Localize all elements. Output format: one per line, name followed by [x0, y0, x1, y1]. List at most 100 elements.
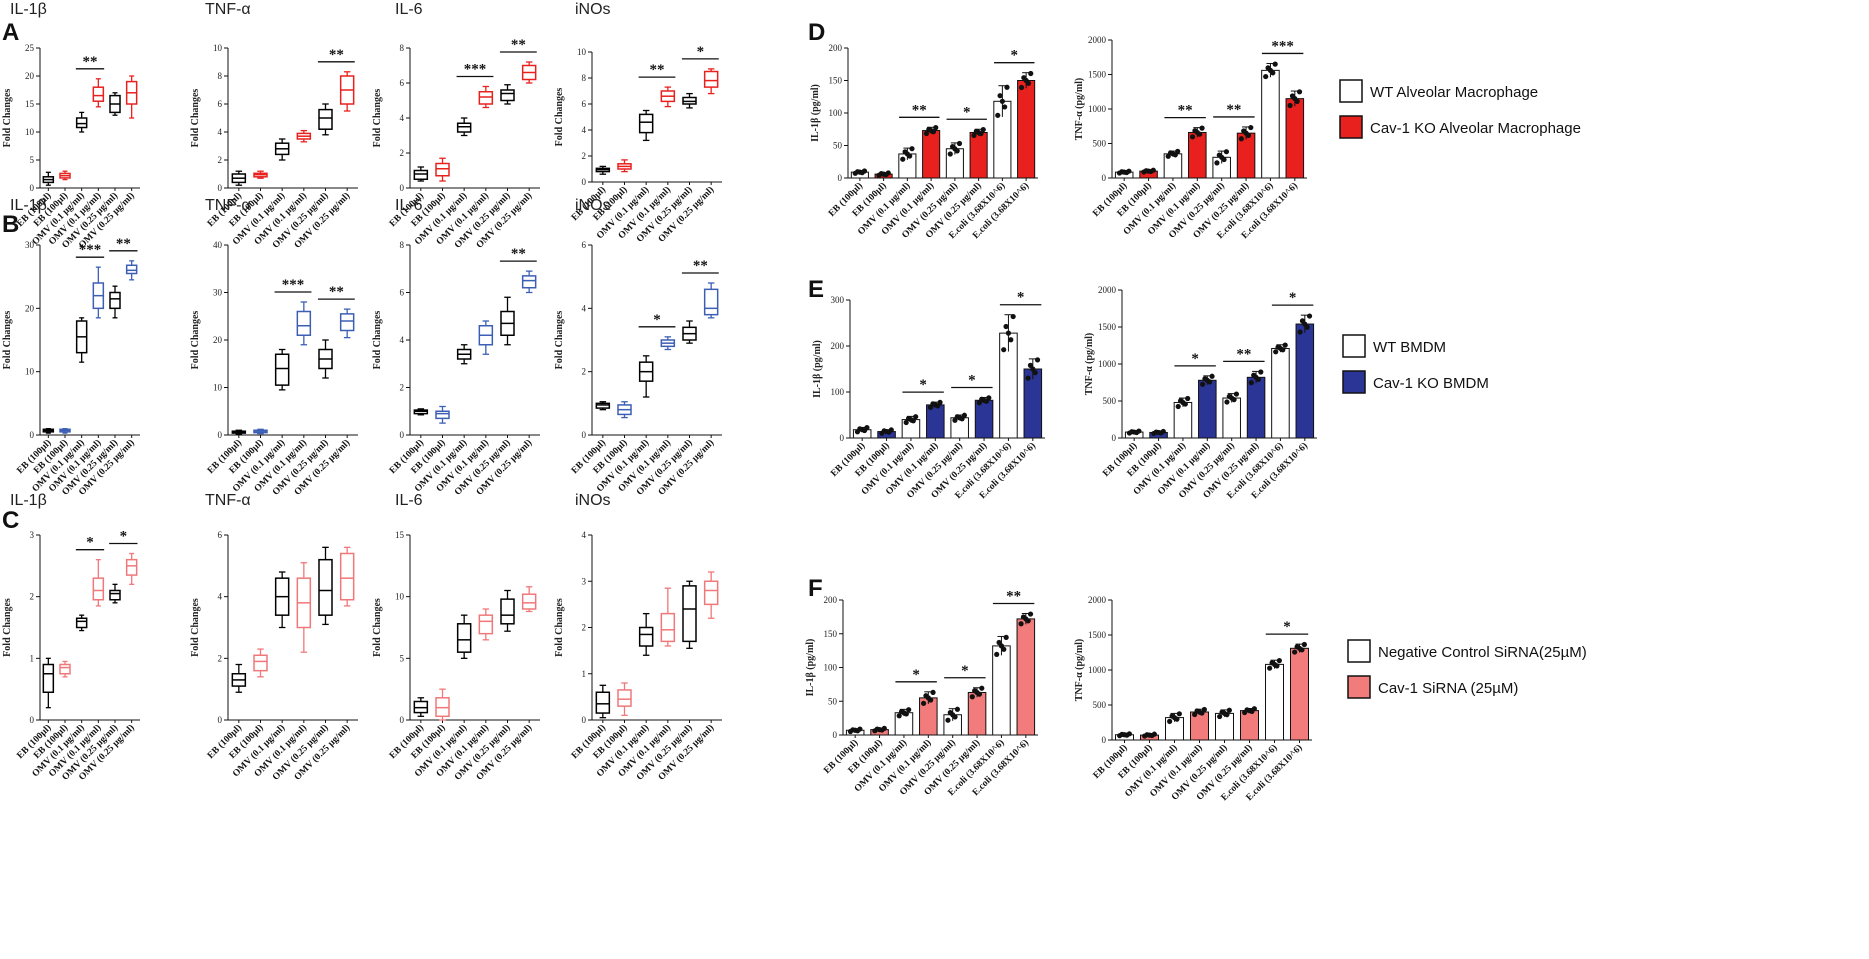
y-tick-label: 6 — [582, 240, 587, 250]
y-tick-label: 1000 — [1088, 665, 1107, 675]
replicate-dot — [1182, 401, 1188, 407]
replicate-dot — [1296, 89, 1303, 95]
y-tick-label: 2 — [582, 367, 587, 377]
replicate-dot — [1018, 84, 1025, 91]
chart-title: TNF-α — [205, 197, 251, 214]
replicate-dot — [1175, 403, 1181, 410]
significance-label: ** — [912, 102, 927, 118]
replicate-dot — [1174, 716, 1180, 722]
significance-label: ** — [116, 236, 131, 252]
replicate-dot — [1267, 665, 1273, 671]
replicate-dot — [995, 112, 1001, 118]
replicate-dot — [1214, 160, 1220, 166]
bar — [1240, 710, 1259, 741]
y-axis-label: Fold Changes — [554, 311, 565, 370]
y-tick-label: 2 — [400, 383, 405, 393]
box-iqr — [638, 113, 654, 134]
replicate-dot — [961, 412, 968, 418]
legend-swatch — [1347, 675, 1371, 699]
box-iqr — [75, 117, 88, 129]
y-tick-label: 0 — [1112, 433, 1117, 443]
chart-title: iNOs — [575, 492, 611, 509]
bar — [1016, 618, 1036, 736]
y-axis-label: Fold Changes — [2, 311, 13, 370]
replicate-dot — [864, 425, 870, 431]
box-iqr — [274, 353, 290, 386]
bar — [1261, 69, 1280, 179]
replicate-dot — [907, 153, 913, 159]
box-iqr — [253, 654, 268, 672]
replicate-dot — [930, 129, 937, 135]
replicate-dot — [903, 419, 909, 426]
box-iqr — [92, 86, 105, 102]
y-tick-label: 100 — [824, 663, 838, 673]
significance-label: ** — [650, 62, 665, 78]
replicate-dot — [923, 130, 930, 137]
y-tick-label: 0 — [840, 433, 845, 443]
y-axis-label: TNF-α (pg/ml) — [1074, 639, 1085, 702]
y-tick-label: 8 — [218, 71, 223, 81]
replicate-dot — [978, 131, 984, 137]
replicate-dot — [994, 651, 1000, 658]
replicate-dot — [1003, 323, 1009, 330]
y-tick-label: 20 — [25, 71, 35, 81]
legend-label: Cav-1 KO BMDM — [1373, 375, 1489, 392]
y-tick-label: 10 — [395, 592, 405, 602]
y-tick-label: 2000 — [1098, 285, 1117, 295]
replicate-dot — [1231, 397, 1237, 403]
replicate-dot — [954, 148, 960, 154]
panel-letter-A: A — [2, 19, 19, 46]
box-iqr — [92, 577, 105, 601]
replicate-dot — [1001, 347, 1007, 353]
replicate-dot — [896, 713, 902, 719]
replicate-dot — [1018, 621, 1024, 627]
legend-swatch — [1342, 370, 1366, 394]
replicate-dot — [1301, 641, 1307, 648]
box-iqr — [478, 614, 494, 635]
replicate-dot — [976, 691, 983, 697]
y-tick-label: 1500 — [1088, 70, 1107, 80]
bar — [1285, 98, 1305, 179]
legend-label: Cav-1 KO Alveolar Macrophage — [1370, 120, 1581, 137]
y-tick-label: 200 — [824, 595, 838, 605]
replicate-dot — [1292, 649, 1298, 655]
y-tick-label: 20 — [25, 303, 35, 313]
y-axis-label: IL-1β (pg/ml) — [805, 639, 816, 697]
y-axis-label: Fold Changes — [2, 89, 13, 148]
replicate-dot — [1221, 156, 1227, 163]
replicate-dot — [1008, 337, 1014, 343]
chart-title: IL-1β — [10, 1, 47, 18]
y-tick-label: 0 — [30, 183, 35, 193]
y-axis-label: TNF-α (pg/ml) — [1074, 78, 1085, 141]
replicate-dot — [1126, 731, 1132, 737]
y-tick-label: 5 — [30, 155, 35, 165]
replicate-dot — [1272, 61, 1278, 67]
box-iqr — [456, 623, 472, 653]
replicate-dot — [1255, 376, 1262, 383]
box-iqr — [125, 558, 138, 576]
replicate-dot — [1126, 168, 1132, 174]
y-tick-label: 0 — [582, 715, 587, 725]
significance-label: * — [912, 667, 920, 683]
replicate-dot — [1274, 663, 1280, 669]
replicate-dot — [971, 132, 977, 139]
legend-swatch — [1347, 639, 1371, 663]
replicate-dot — [1276, 658, 1282, 664]
significance-label: ** — [329, 47, 344, 63]
significance-label: ** — [511, 37, 526, 53]
replicate-dot — [956, 140, 963, 147]
legend-label: WT BMDM — [1373, 339, 1446, 356]
y-tick-label: 2 — [218, 155, 223, 165]
y-tick-label: 0 — [1102, 735, 1107, 745]
y-axis-label: IL-1β (pg/ml) — [810, 84, 821, 142]
bar — [992, 645, 1011, 736]
replicate-dot — [1025, 80, 1032, 86]
y-tick-label: 4 — [582, 125, 587, 135]
box-iqr — [42, 663, 55, 693]
y-tick-label: 200 — [829, 43, 843, 53]
box-iqr — [521, 593, 537, 610]
